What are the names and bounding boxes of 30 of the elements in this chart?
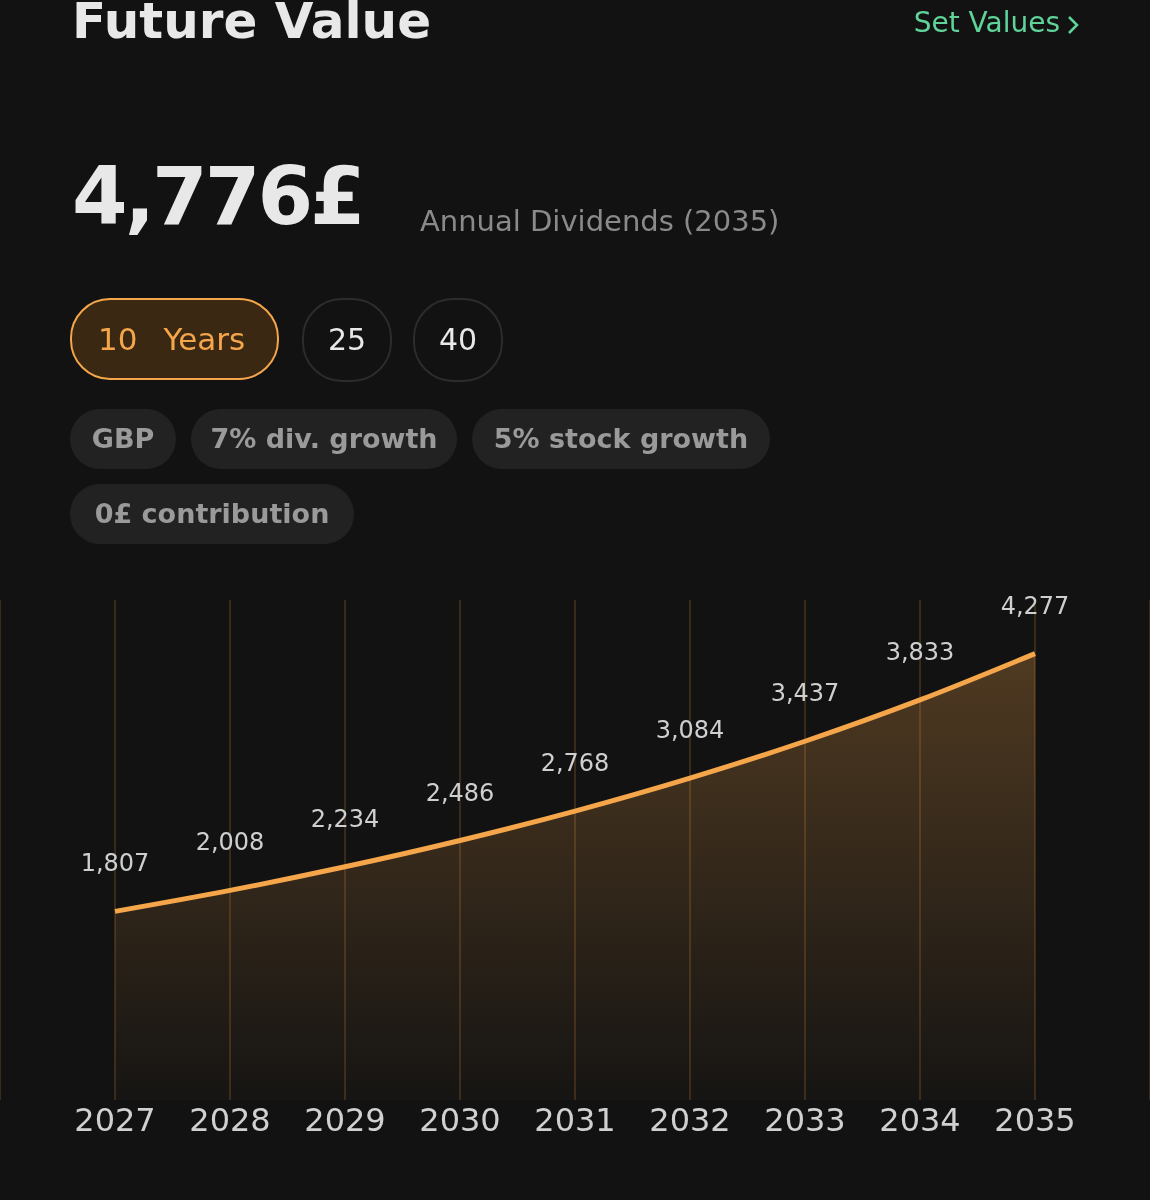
chart-title: Future Value: [72, 0, 432, 50]
text: GBP: [70, 409, 176, 469]
data-label: 3,833: [885, 637, 955, 666]
text: 7% div. growth: [191, 409, 457, 469]
data-label: 4,277: [1000, 591, 1070, 620]
x-tick-label: 2032: [649, 1100, 731, 1139]
x-tick-label: 2034: [879, 1100, 961, 1139]
text: Years: [163, 321, 246, 357]
data-label: 1,807: [80, 849, 150, 878]
data-label: 2,008: [195, 828, 265, 857]
x-tick-label: 2028: [189, 1100, 271, 1139]
text: Set Values: [913, 6, 1060, 39]
data-label: 2,234: [310, 804, 380, 833]
data-label: 2,768: [540, 749, 610, 778]
text: Annual Dividends (2035): [420, 204, 780, 238]
data-label: 3,084: [655, 716, 725, 745]
data-label: 3,437: [770, 679, 840, 708]
x-tick-label: 2029: [304, 1100, 386, 1139]
x-tick-label: 2035: [994, 1100, 1076, 1139]
text: 25: [302, 298, 392, 382]
text: 40: [413, 298, 503, 382]
x-tick-label: 2027: [74, 1100, 156, 1139]
x-tick-label: 2031: [534, 1100, 616, 1139]
text: 5% stock growth: [472, 409, 770, 469]
x-tick-label: 2030: [419, 1100, 501, 1139]
x-tick-label: 2033: [764, 1100, 846, 1139]
data-label: 2,486: [425, 778, 495, 807]
text: 10: [98, 321, 138, 357]
text: 4,776£: [72, 150, 363, 243]
text: 0£ contribution: [70, 484, 354, 544]
